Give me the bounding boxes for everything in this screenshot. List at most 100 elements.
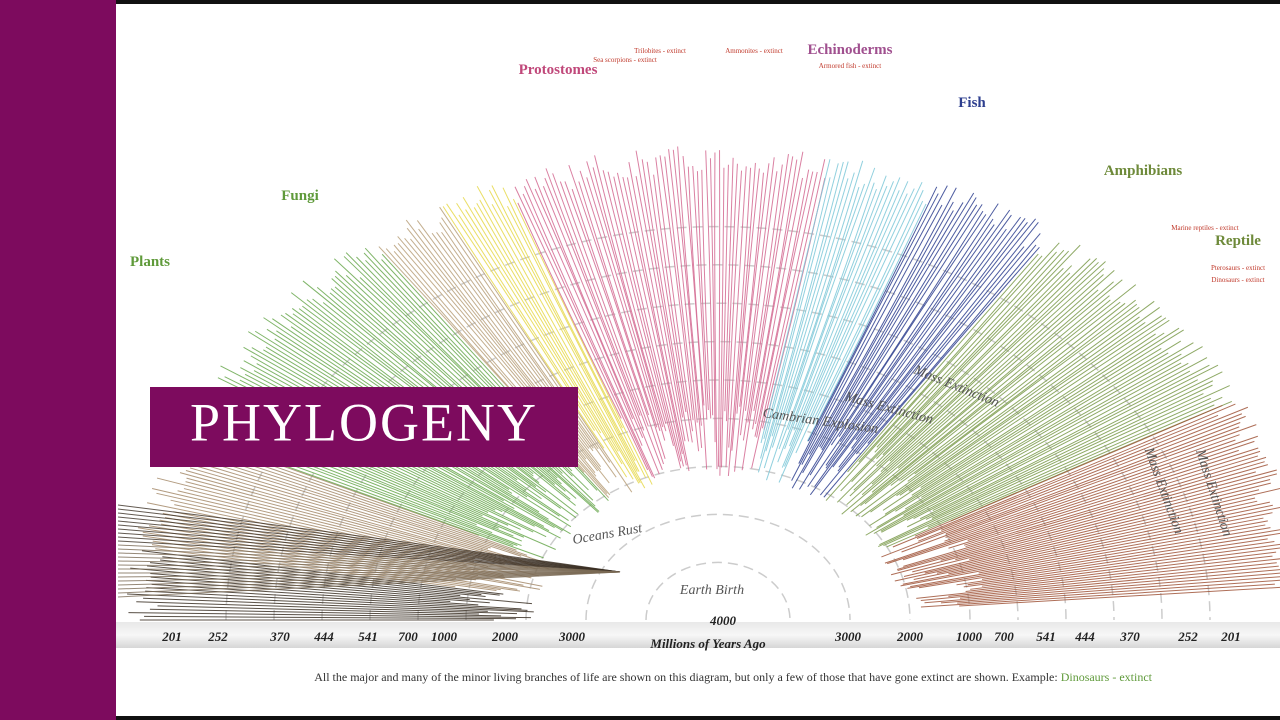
branch	[908, 317, 1167, 492]
branch	[838, 214, 987, 437]
branch	[150, 576, 490, 604]
axis-labels: 201 252 370 444 541 700 1000 2000 3000 3000 2000 10…	[161, 613, 1241, 651]
branch	[884, 327, 1180, 515]
branch	[808, 187, 957, 455]
branch	[456, 202, 602, 434]
branch	[830, 210, 984, 446]
branch	[385, 248, 610, 498]
branch	[117, 516, 621, 573]
branch	[752, 151, 804, 430]
branch	[913, 364, 1210, 520]
branch	[506, 205, 647, 478]
branch	[162, 556, 500, 596]
branch	[912, 482, 1271, 573]
branch	[911, 332, 1165, 496]
branch	[904, 352, 1169, 510]
branch	[763, 177, 831, 440]
axis-tick-label: 700	[398, 629, 418, 644]
branch	[795, 181, 923, 454]
branch	[899, 315, 1162, 496]
branch	[959, 569, 1280, 599]
branch	[476, 202, 640, 484]
branch	[784, 186, 860, 416]
branch	[876, 251, 1057, 448]
branch	[381, 253, 609, 501]
branch	[525, 179, 643, 446]
branch	[117, 524, 621, 573]
branch	[927, 396, 1223, 528]
branch	[491, 204, 638, 472]
branch	[393, 244, 611, 496]
branch	[523, 185, 656, 479]
branch	[741, 156, 794, 471]
branch	[756, 171, 814, 438]
branch	[568, 164, 666, 459]
branch	[117, 571, 621, 594]
branch	[920, 565, 1279, 602]
branch	[948, 450, 1261, 549]
branch	[940, 576, 1280, 604]
branch	[944, 439, 1236, 542]
branch	[687, 166, 705, 406]
branch	[784, 185, 888, 450]
branch	[393, 250, 608, 495]
branch	[145, 590, 528, 611]
branch	[117, 556, 621, 573]
branch	[164, 516, 479, 576]
axis-tick-label: 3000	[558, 629, 586, 644]
branch	[880, 362, 1189, 532]
branch	[850, 299, 1111, 513]
branch	[406, 227, 610, 484]
branch	[945, 422, 1241, 535]
branch	[846, 274, 1104, 506]
branch	[925, 380, 1214, 520]
branch	[892, 403, 1236, 548]
branch	[522, 193, 653, 477]
branch	[117, 571, 621, 582]
branch	[823, 246, 1040, 498]
branch	[787, 183, 866, 414]
branch	[967, 447, 1259, 541]
group-label: Plants	[130, 254, 170, 270]
branch	[144, 615, 517, 620]
axis-tick-label: 370	[269, 629, 290, 644]
axis-tick-label: 2000	[491, 629, 519, 644]
bottom-border	[116, 716, 1280, 720]
branch	[910, 524, 1266, 588]
branch	[901, 426, 1240, 553]
branch	[916, 414, 1219, 539]
axis-tick-label: 3000	[834, 629, 862, 644]
branch	[963, 543, 1280, 588]
branch	[727, 167, 752, 477]
branch	[728, 166, 747, 448]
branch	[821, 197, 977, 451]
branch	[981, 547, 1280, 587]
branch	[807, 203, 999, 488]
branch	[851, 221, 1028, 449]
branch	[869, 329, 1184, 527]
branch	[931, 384, 1213, 519]
ring	[417, 379, 1019, 621]
branch	[571, 188, 650, 416]
branch	[897, 471, 1256, 571]
branch	[613, 176, 682, 462]
branch	[783, 181, 909, 467]
branch	[849, 261, 1099, 497]
branch	[763, 172, 855, 469]
branch	[981, 532, 1280, 580]
branch	[819, 246, 1025, 496]
branch	[534, 188, 634, 420]
branch	[725, 170, 743, 468]
branch	[142, 535, 521, 592]
branch	[117, 508, 621, 573]
branch	[839, 218, 994, 443]
branch	[907, 527, 1271, 589]
branch	[778, 182, 875, 450]
branch	[476, 186, 646, 489]
branch	[742, 164, 783, 441]
ring	[525, 465, 911, 621]
branch	[896, 464, 1268, 570]
branch	[903, 346, 1203, 516]
branch	[858, 255, 1043, 463]
